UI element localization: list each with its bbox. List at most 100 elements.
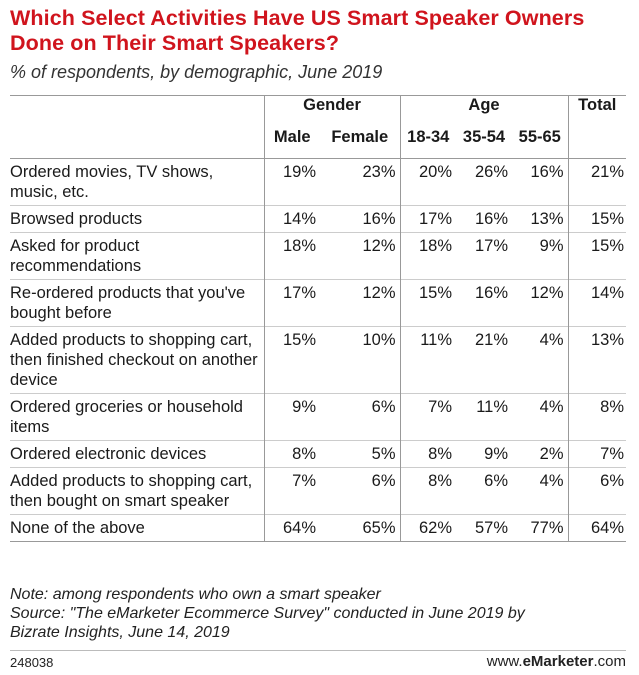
chart-title: Which Select Activities Have US Smart Sp…: [10, 6, 585, 55]
column-header-male: Male: [263, 128, 320, 159]
table-row: Added products to shopping cart, then bo…: [10, 467, 627, 515]
value-cell: 5%: [371, 445, 396, 463]
value-cell: 15%: [567, 205, 627, 233]
column-header-row: Male Female 18-34 35-54 55-65: [10, 128, 627, 159]
row-label: Added products to shopping cart, then bo…: [10, 472, 253, 510]
column-header-35-54: 35-54: [462, 128, 506, 146]
value-cell: 7%: [399, 393, 456, 441]
row-label: Asked for product recommendations: [10, 237, 142, 275]
value-cell: 62%: [399, 514, 456, 542]
value-cell: 9%: [263, 393, 320, 441]
value-cell: 7%: [567, 440, 627, 468]
brand-suffix: .com: [593, 653, 626, 670]
note-block: Note: among respondents who own a smart …: [10, 585, 525, 642]
table-row: Re-ordered products that you've bought b…: [10, 279, 627, 327]
footer-rule: [10, 650, 626, 651]
value-cell: 7%: [263, 467, 320, 515]
row-label: Re-ordered products that you've bought b…: [10, 284, 246, 322]
brand-name: eMarketer: [522, 653, 594, 670]
value-cell: 11%: [399, 326, 456, 394]
note-text: Note: among respondents who own a smart …: [10, 586, 381, 603]
value-cell: 16%: [362, 210, 396, 228]
value-cell: 6%: [371, 398, 396, 416]
value-cell: 8%: [567, 393, 627, 441]
value-cell: 12%: [530, 284, 564, 302]
brand-prefix: www.: [486, 653, 523, 670]
table-row: Ordered movies, TV shows, music, etc. 19%…: [10, 158, 627, 206]
column-header-18-34: 18-34: [399, 128, 456, 159]
chart-id: 248038: [10, 655, 54, 670]
value-cell: 64%: [567, 514, 627, 542]
value-cell: 8%: [263, 440, 320, 468]
column-header-55-65: 55-65: [518, 128, 561, 146]
value-cell: 23%: [362, 163, 396, 181]
chart-subtitle: % of respondents, by demographic, June 2…: [10, 62, 383, 82]
group-header-total: Total: [567, 96, 627, 128]
source-line-2: Bizrate Insights, June 14, 2019: [10, 624, 230, 641]
row-label: Ordered movies, TV shows, music, etc.: [10, 163, 214, 201]
column-header-total-blank: [567, 128, 627, 159]
row-label: Ordered groceries or household items: [10, 398, 243, 436]
table-body: Ordered movies, TV shows, music, etc. 19%…: [10, 158, 627, 542]
table-row: Ordered electronic devices 8% 5% 8% 9% 2% 7%: [10, 440, 627, 468]
value-cell: 15%: [567, 232, 627, 280]
empty-header-cell: [10, 128, 264, 159]
value-cell: 77%: [530, 519, 564, 537]
value-cell: 14%: [567, 279, 627, 327]
row-label: Browsed products: [10, 210, 143, 228]
value-cell: 21%: [474, 331, 508, 349]
value-cell: 21%: [567, 158, 627, 206]
value-cell: 4%: [539, 472, 564, 490]
value-cell: 11%: [476, 398, 508, 416]
value-cell: 15%: [399, 279, 456, 327]
value-cell: 2%: [539, 445, 564, 463]
emarketer-logo[interactable]: www.eMarketer.com: [487, 653, 626, 670]
value-cell: 18%: [399, 232, 456, 280]
value-cell: 26%: [474, 163, 508, 181]
value-cell: 15%: [263, 326, 320, 394]
value-cell: 14%: [263, 205, 320, 233]
value-cell: 16%: [530, 163, 564, 181]
value-cell: 12%: [362, 237, 396, 255]
value-cell: 18%: [263, 232, 320, 280]
table-row: None of the above 64% 65% 62% 57% 77% 64%: [10, 514, 627, 542]
value-cell: 17%: [263, 279, 320, 327]
row-label: None of the above: [10, 519, 145, 537]
value-cell: 65%: [362, 519, 396, 537]
value-cell: 8%: [399, 440, 456, 468]
group-header-age: Age: [399, 96, 569, 128]
value-cell: 6%: [567, 467, 627, 515]
value-cell: 8%: [399, 467, 456, 515]
top-rule: [10, 95, 626, 96]
value-cell: 20%: [399, 158, 456, 206]
value-cell: 17%: [474, 237, 508, 255]
column-header-female: Female: [331, 128, 389, 146]
value-cell: 9%: [539, 237, 564, 255]
table-row: Added products to shopping cart, then fi…: [10, 326, 627, 394]
value-cell: 4%: [539, 398, 564, 416]
table-row: Asked for product recommendations 18% 12% 1…: [10, 232, 627, 280]
value-cell: 57%: [474, 519, 508, 537]
row-label: Added products to shopping cart, then fi…: [10, 331, 258, 389]
group-header-row: Gender Age Total: [10, 96, 627, 128]
value-cell: 64%: [263, 514, 320, 542]
table-row: Ordered groceries or household items 9% 6%…: [10, 393, 627, 441]
value-cell: 6%: [484, 472, 508, 490]
value-cell: 10%: [362, 331, 396, 349]
table-row: Browsed products 14% 16% 17% 16% 13% 15%: [10, 205, 627, 233]
value-cell: 6%: [371, 472, 396, 490]
value-cell: 19%: [263, 158, 320, 206]
row-label: Ordered electronic devices: [10, 445, 207, 463]
source-line-1: Source: "The eMarketer Ecommerce Survey"…: [10, 605, 525, 622]
data-table: Gender Age Total Male Female 18-34 35-54…: [10, 96, 627, 542]
value-cell: 9%: [484, 445, 508, 463]
value-cell: 16%: [474, 210, 508, 228]
group-header-gender: Gender: [263, 96, 400, 128]
value-cell: 13%: [530, 210, 564, 228]
value-cell: 13%: [567, 326, 627, 394]
value-cell: 16%: [474, 284, 508, 302]
value-cell: 12%: [362, 284, 396, 302]
empty-header-cell: [10, 96, 264, 128]
value-cell: 17%: [399, 205, 456, 233]
value-cell: 4%: [539, 331, 564, 349]
